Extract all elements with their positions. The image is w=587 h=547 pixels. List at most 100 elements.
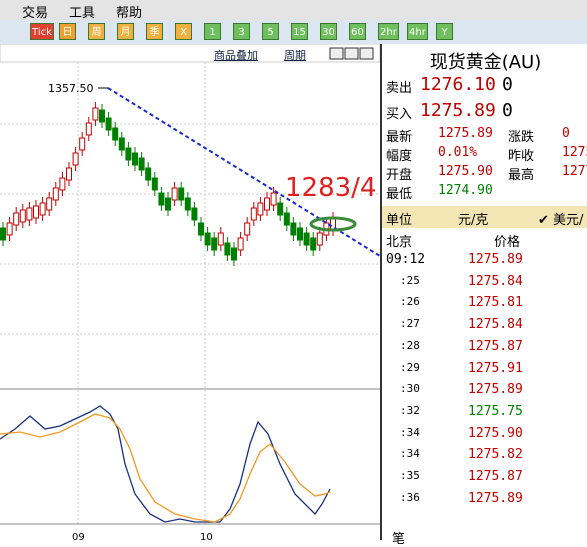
candle-body <box>72 152 79 166</box>
toolbar-button[interactable]: Y <box>436 23 453 40</box>
tick-price: 1275.75 <box>468 403 523 419</box>
toolbar-button[interactable]: 2hr <box>378 23 399 40</box>
menu-item[interactable]: 帮助 <box>116 6 143 21</box>
toolbar-button[interactable]: 1 <box>204 23 221 40</box>
candle-body <box>178 187 185 201</box>
toolbar-button[interactable]: 月 <box>117 23 134 40</box>
tick-time: :32 <box>400 403 420 417</box>
tick-time: :28 <box>400 338 420 352</box>
candle-body <box>99 109 105 123</box>
candle-body <box>19 209 26 223</box>
toolbar: Tick 日周月季 X 1 3 5 15 30 60 2hr 4hr Y <box>0 20 587 45</box>
tick-price: 1275.87 <box>468 338 523 354</box>
tick-price: 1275.89 <box>468 252 523 267</box>
menu-item[interactable]: 交易 <box>22 6 49 21</box>
tick-price: 1275.89 <box>468 490 523 506</box>
toolbar-button[interactable]: Tick <box>30 23 54 40</box>
candle-body <box>303 232 310 246</box>
candle-body <box>290 222 297 236</box>
overlay-link[interactable]: 商品叠加 <box>214 49 258 62</box>
tick-time: :25 <box>400 273 420 287</box>
unit-row: 单位 元/克 ✔ 美元/ <box>382 206 587 228</box>
target-label: 1283/4 <box>285 173 376 203</box>
tick-price: 1275.84 <box>468 273 523 289</box>
candle-body <box>211 237 218 251</box>
candle-body <box>297 227 303 241</box>
tick-price: 1275.91 <box>468 360 523 376</box>
candle-body <box>158 192 165 206</box>
candle-body <box>237 237 244 251</box>
quote-price: 1276.10 <box>420 74 496 95</box>
toolbar-button[interactable]: 3 <box>233 23 250 40</box>
unit-option[interactable]: ✔ 美元/ <box>538 213 584 228</box>
toolbar-button[interactable]: 5 <box>262 23 279 40</box>
candle-body <box>277 202 284 216</box>
quote-volume: 0 <box>502 74 513 95</box>
candle-body <box>52 187 59 201</box>
tick-price: 1275.89 <box>468 382 523 398</box>
candle-body <box>105 117 112 131</box>
quote-volume: 0 <box>502 100 513 121</box>
toolbar-button[interactable]: 60 <box>349 23 366 40</box>
menu-item[interactable]: 工具 <box>69 6 96 21</box>
x-label: 10 <box>200 532 213 540</box>
candle-body <box>138 157 145 171</box>
candle-body <box>264 197 270 211</box>
toolbar-button[interactable]: 30 <box>320 23 337 40</box>
tick-price: 1275.90 <box>468 425 523 441</box>
candle-body <box>250 207 257 221</box>
stat-value: 1275.89 <box>438 126 493 141</box>
stat-value: 1277 <box>562 164 587 179</box>
period-link[interactable]: 周期 <box>284 49 306 62</box>
x-label: 09 <box>72 532 85 540</box>
toolbar-button[interactable]: X <box>175 23 192 40</box>
toolbar-button[interactable]: 4hr <box>407 23 428 40</box>
candle-body <box>171 187 178 201</box>
stat-label: 涨跌 <box>508 130 535 145</box>
candle-body <box>191 207 198 221</box>
tick-time: :34 <box>400 425 420 439</box>
toolbar-button[interactable]: 15 <box>291 23 308 40</box>
stat-value: 1274.90 <box>438 183 493 198</box>
toolbar-button[interactable]: 周 <box>88 23 105 40</box>
stat-label: 最高 <box>508 168 535 183</box>
candle-body <box>231 247 237 261</box>
candle-body <box>204 232 211 246</box>
candle-body <box>224 242 231 256</box>
candle-body <box>92 107 99 121</box>
quote-price: 1275.89 <box>420 100 496 121</box>
chart: 1357.50 1283/4 09 10 <box>0 44 380 540</box>
stat-label: 开盘 <box>386 168 413 183</box>
candle-body <box>184 197 191 211</box>
candle-body <box>270 192 277 206</box>
stat-label: 昨收 <box>508 149 535 164</box>
candle-body <box>217 232 224 246</box>
candle-body <box>26 207 33 221</box>
unit-value[interactable]: 元/克 <box>458 213 489 228</box>
tick-price: 1275.82 <box>468 447 523 463</box>
stat-label: 最新 <box>386 130 413 145</box>
candle-body <box>244 222 251 236</box>
tick-price: 1275.81 <box>468 295 523 311</box>
toolbar-button[interactable]: 季 <box>146 23 163 40</box>
candle-body <box>0 227 6 241</box>
tick-time: 09:12 <box>386 252 426 267</box>
tick-time: :35 <box>400 469 420 482</box>
candle-body <box>257 202 264 216</box>
candle-body <box>316 232 323 246</box>
candle-body <box>33 205 39 219</box>
ticks-header: 价格 <box>494 235 521 250</box>
tick-price: 1275.84 <box>468 317 523 333</box>
tick-time: :29 <box>400 360 420 374</box>
candle-body <box>165 197 171 211</box>
toolbar-button[interactable]: 日 <box>59 23 76 40</box>
candle-body <box>145 167 152 181</box>
candle-body <box>66 167 72 181</box>
tick-time: :30 <box>400 382 420 396</box>
quote-title: 现货黄金(AU) <box>429 52 542 73</box>
stat-value: 1275.90 <box>438 164 493 179</box>
stat-label: 幅度 <box>386 149 413 164</box>
quote-label: 买入 <box>386 107 413 122</box>
candle-body <box>13 212 20 226</box>
